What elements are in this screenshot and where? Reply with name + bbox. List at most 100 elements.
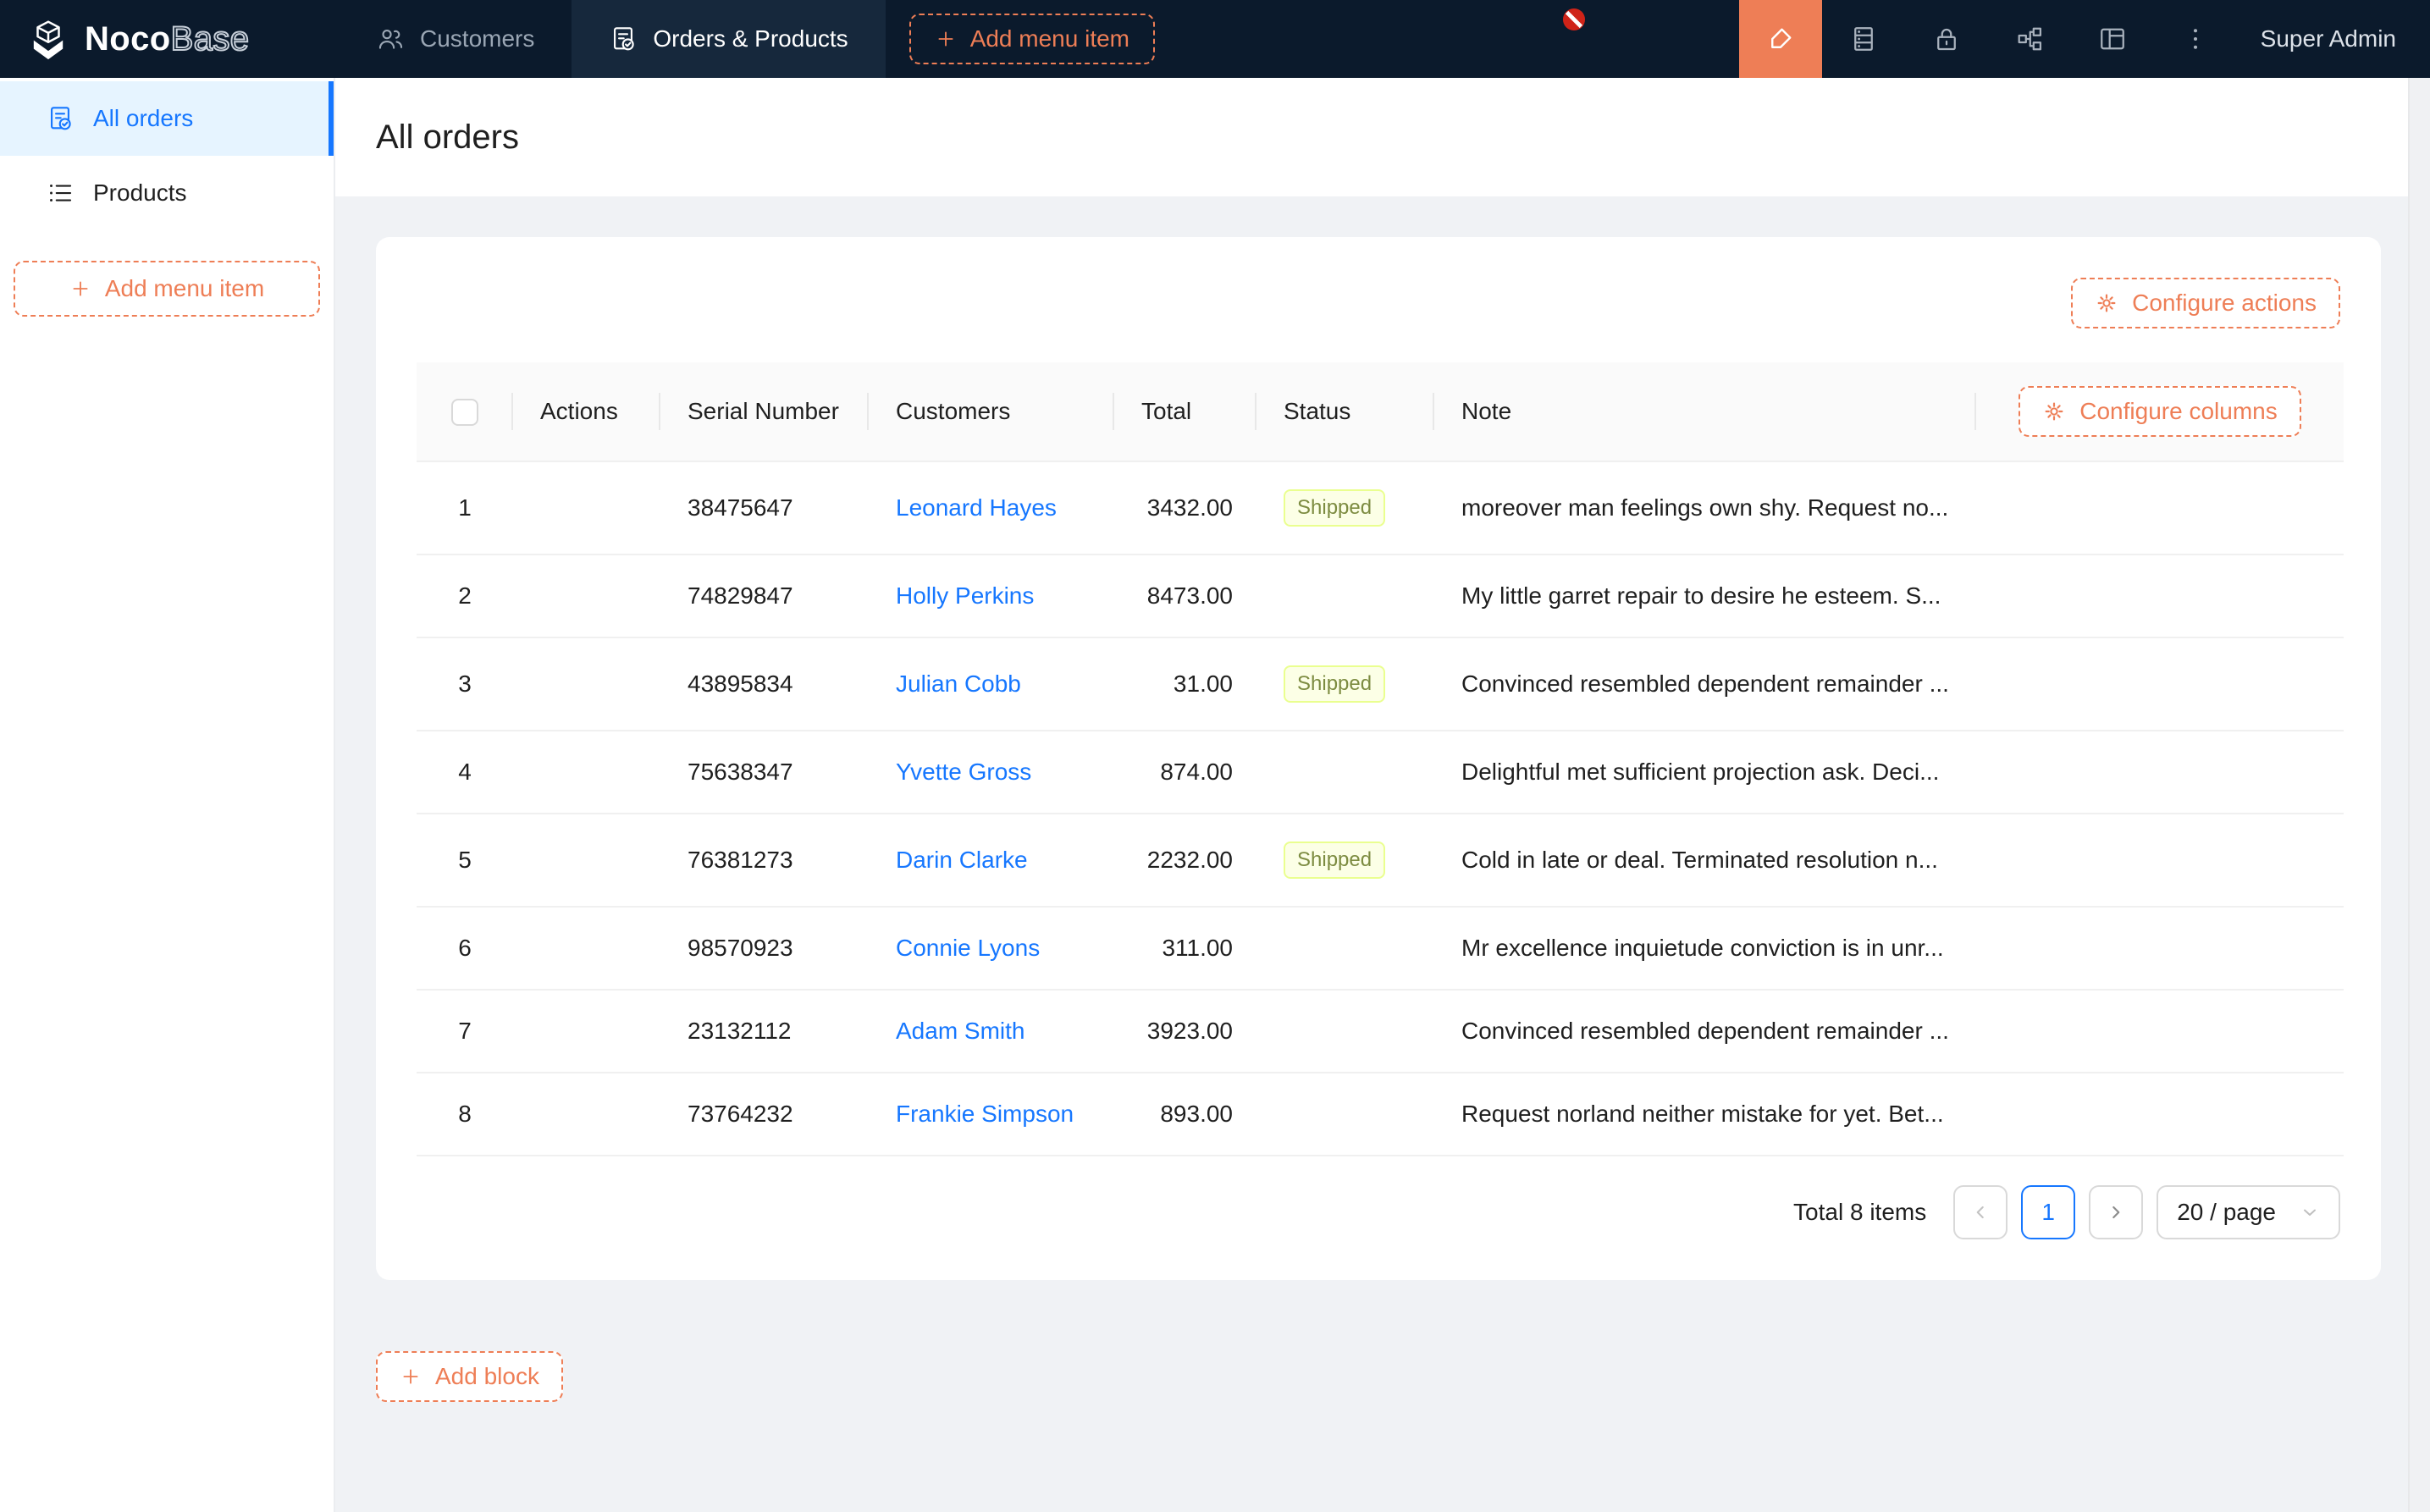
table-row[interactable]: 3 43895834 Julian Cobb 31.00 Shipped Con…: [417, 637, 2344, 731]
row-extra-cell: [1976, 1073, 2344, 1156]
customer-cell: Adam Smith: [869, 990, 1114, 1073]
sidebar-item-label: Products: [93, 179, 187, 207]
nocobase-logo-icon: [27, 18, 69, 60]
total-cell: 3432.00: [1114, 461, 1256, 555]
table-header-row: Actions Serial Number Customers Total St…: [417, 362, 2344, 461]
page-title: All orders: [376, 119, 519, 157]
workflow-icon: [2014, 24, 2045, 54]
more-button[interactable]: [2154, 0, 2237, 78]
customer-cell: Julian Cobb: [869, 637, 1114, 731]
serial-number-cell: 23132112: [660, 990, 869, 1073]
row-extra-cell: [1976, 731, 2344, 814]
serial-number-cell: 98570923: [660, 907, 869, 990]
table-row[interactable]: 5 76381273 Darin Clarke 2232.00 Shipped …: [417, 814, 2344, 907]
nav-tab-customers[interactable]: Customers: [339, 0, 572, 78]
configure-actions-button[interactable]: Configure actions: [2071, 278, 2340, 328]
table-actions-bar: Configure actions: [417, 278, 2340, 328]
sidebar-item-products[interactable]: Products: [0, 156, 334, 230]
table-row[interactable]: 1 38475647 Leonard Hayes 3432.00 Shipped…: [417, 461, 2344, 555]
table-row[interactable]: 2 74829847 Holly Perkins 8473.00 My litt…: [417, 555, 2344, 637]
total-cell: 893.00: [1114, 1073, 1256, 1156]
pagination-total: Total 8 items: [1793, 1199, 1926, 1226]
serial-number-cell: 73764232: [660, 1073, 869, 1156]
status-cell: Shipped: [1256, 461, 1434, 555]
row-actions-cell: [513, 907, 660, 990]
status-cell: [1256, 907, 1434, 990]
customer-link[interactable]: Julian Cobb: [896, 670, 1021, 697]
customer-link[interactable]: Darin Clarke: [896, 847, 1028, 873]
chevron-left-icon: [1969, 1201, 1991, 1223]
navbar-add-menu-item-button[interactable]: Add menu item: [909, 14, 1155, 64]
configure-columns-button[interactable]: Configure columns: [2019, 386, 2300, 437]
plus-icon: [400, 1366, 422, 1388]
column-header-note: Note: [1434, 362, 1976, 461]
pagination: Total 8 items 1 20 / page: [417, 1185, 2340, 1239]
plus-icon: [935, 28, 957, 50]
page-size-select[interactable]: 20 / page: [2157, 1185, 2340, 1239]
main-content: All orders Configure actions Actions: [335, 78, 2408, 1512]
data-sources-button[interactable]: [1822, 0, 1905, 78]
note-cell: Mr excellence inquietude conviction is i…: [1434, 907, 1976, 990]
pagination-page-1-button[interactable]: 1: [2021, 1185, 2075, 1239]
status-cell: [1256, 1073, 1434, 1156]
pagination-prev-button[interactable]: [1953, 1185, 2008, 1239]
row-extra-cell: [1976, 461, 2344, 555]
table-row[interactable]: 7 23132112 Adam Smith 3923.00 Convinced …: [417, 990, 2344, 1073]
column-header-customers: Customers: [869, 362, 1114, 461]
row-index-cell: 5: [417, 814, 513, 907]
row-index-cell: 7: [417, 990, 513, 1073]
customer-link[interactable]: Leonard Hayes: [896, 494, 1057, 521]
total-cell: 8473.00: [1114, 555, 1256, 637]
page-header: All orders: [335, 78, 2408, 196]
serial-number-cell: 43895834: [660, 637, 869, 731]
user-menu[interactable]: Super Admin: [2237, 0, 2430, 78]
status-cell: [1256, 555, 1434, 637]
status-badge: Shipped: [1284, 665, 1385, 703]
page-content: Configure actions Actions Serial Number …: [335, 196, 2408, 1402]
status-badge: Shipped: [1284, 842, 1385, 879]
pagination-next-button[interactable]: [2089, 1185, 2143, 1239]
row-extra-cell: [1976, 814, 2344, 907]
ui-editor-button[interactable]: [1739, 0, 1822, 78]
table-row[interactable]: 6 98570923 Connie Lyons 311.00 Mr excell…: [417, 907, 2344, 990]
top-navbar: NocoBase Customers Orders & Products Add…: [0, 0, 2430, 78]
sidebar-item-all-orders[interactable]: All orders: [0, 81, 334, 156]
navbar-menu: Customers Orders & Products: [339, 0, 886, 78]
total-cell: 311.00: [1114, 907, 1256, 990]
nav-tab-orders-products[interactable]: Orders & Products: [572, 0, 885, 78]
table-row[interactable]: 8 73764232 Frankie Simpson 893.00 Reques…: [417, 1073, 2344, 1156]
customer-link[interactable]: Holly Perkins: [896, 582, 1034, 609]
row-index-cell: 8: [417, 1073, 513, 1156]
row-actions-cell: [513, 990, 660, 1073]
database-icon: [1848, 24, 1879, 54]
customer-link[interactable]: Adam Smith: [896, 1018, 1025, 1044]
gear-icon: [2042, 400, 2066, 423]
total-cell: 874.00: [1114, 731, 1256, 814]
team-icon: [376, 25, 405, 53]
select-all-checkbox[interactable]: [451, 399, 478, 426]
row-index-cell: 6: [417, 907, 513, 990]
total-cell: 2232.00: [1114, 814, 1256, 907]
gear-icon: [2095, 291, 2118, 315]
not-allowed-cursor-icon: [1560, 5, 1588, 34]
note-cell: moreover man feelings own shy. Request n…: [1434, 461, 1976, 555]
row-actions-cell: [513, 731, 660, 814]
access-control-button[interactable]: [1905, 0, 1988, 78]
row-actions-cell: [513, 461, 660, 555]
customer-link[interactable]: Connie Lyons: [896, 935, 1040, 961]
customer-cell: Leonard Hayes: [869, 461, 1114, 555]
workflow-button[interactable]: [1988, 0, 2071, 78]
plugin-manager-button[interactable]: [2071, 0, 2154, 78]
nocobase-logo-text: NocoBase: [85, 20, 249, 58]
ui-editor-icon: [1765, 24, 1796, 54]
customer-cell: Frankie Simpson: [869, 1073, 1114, 1156]
nocobase-logo[interactable]: NocoBase: [0, 0, 339, 78]
add-block-button[interactable]: Add block: [376, 1351, 563, 1402]
customer-link[interactable]: Yvette Gross: [896, 759, 1031, 785]
serial-number-cell: 74829847: [660, 555, 869, 637]
sidebar-add-menu-item-button[interactable]: Add menu item: [14, 261, 320, 317]
customer-link[interactable]: Frankie Simpson: [896, 1101, 1074, 1127]
table-row[interactable]: 4 75638347 Yvette Gross 874.00 Delightfu…: [417, 731, 2344, 814]
vertical-scrollbar[interactable]: [2408, 78, 2430, 1512]
row-index-cell: 4: [417, 731, 513, 814]
